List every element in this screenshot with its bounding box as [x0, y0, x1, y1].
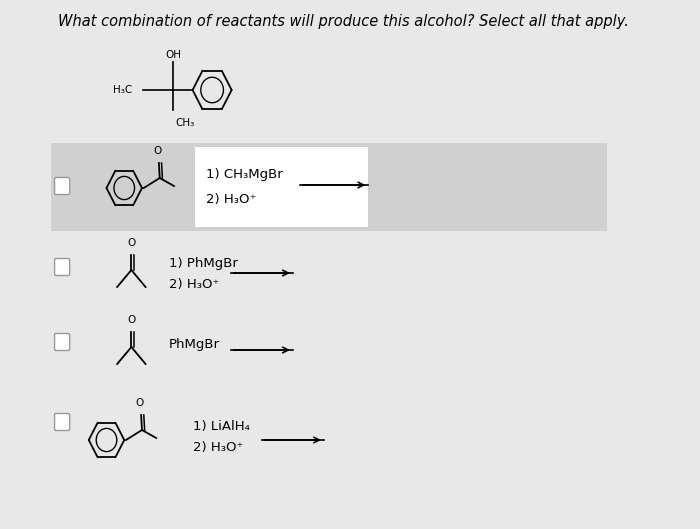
Text: O: O: [127, 315, 136, 325]
FancyBboxPatch shape: [55, 178, 70, 195]
Text: 2) H₃O⁺: 2) H₃O⁺: [169, 278, 219, 291]
FancyBboxPatch shape: [55, 414, 70, 431]
Text: CH₃: CH₃: [176, 118, 195, 128]
Bar: [195, 147, 368, 227]
FancyBboxPatch shape: [55, 333, 70, 351]
Text: PhMgBr: PhMgBr: [169, 338, 220, 351]
Text: H₃C: H₃C: [113, 85, 132, 95]
Text: What combination of reactants will produce this alcohol? Select all that apply.: What combination of reactants will produ…: [57, 14, 629, 29]
Text: O: O: [127, 238, 136, 248]
Text: 1) LiAlH₄: 1) LiAlH₄: [193, 420, 251, 433]
Text: 2) H₃O⁺: 2) H₃O⁺: [193, 441, 244, 454]
Text: O: O: [135, 398, 143, 408]
Bar: [52, 143, 607, 231]
Text: 2) H₃O⁺: 2) H₃O⁺: [206, 193, 256, 206]
Text: 1) CH₃MgBr: 1) CH₃MgBr: [206, 168, 283, 181]
Text: 1) PhMgBr: 1) PhMgBr: [169, 257, 237, 270]
FancyBboxPatch shape: [55, 259, 70, 276]
Text: O: O: [153, 146, 161, 156]
Text: OH: OH: [165, 50, 181, 60]
